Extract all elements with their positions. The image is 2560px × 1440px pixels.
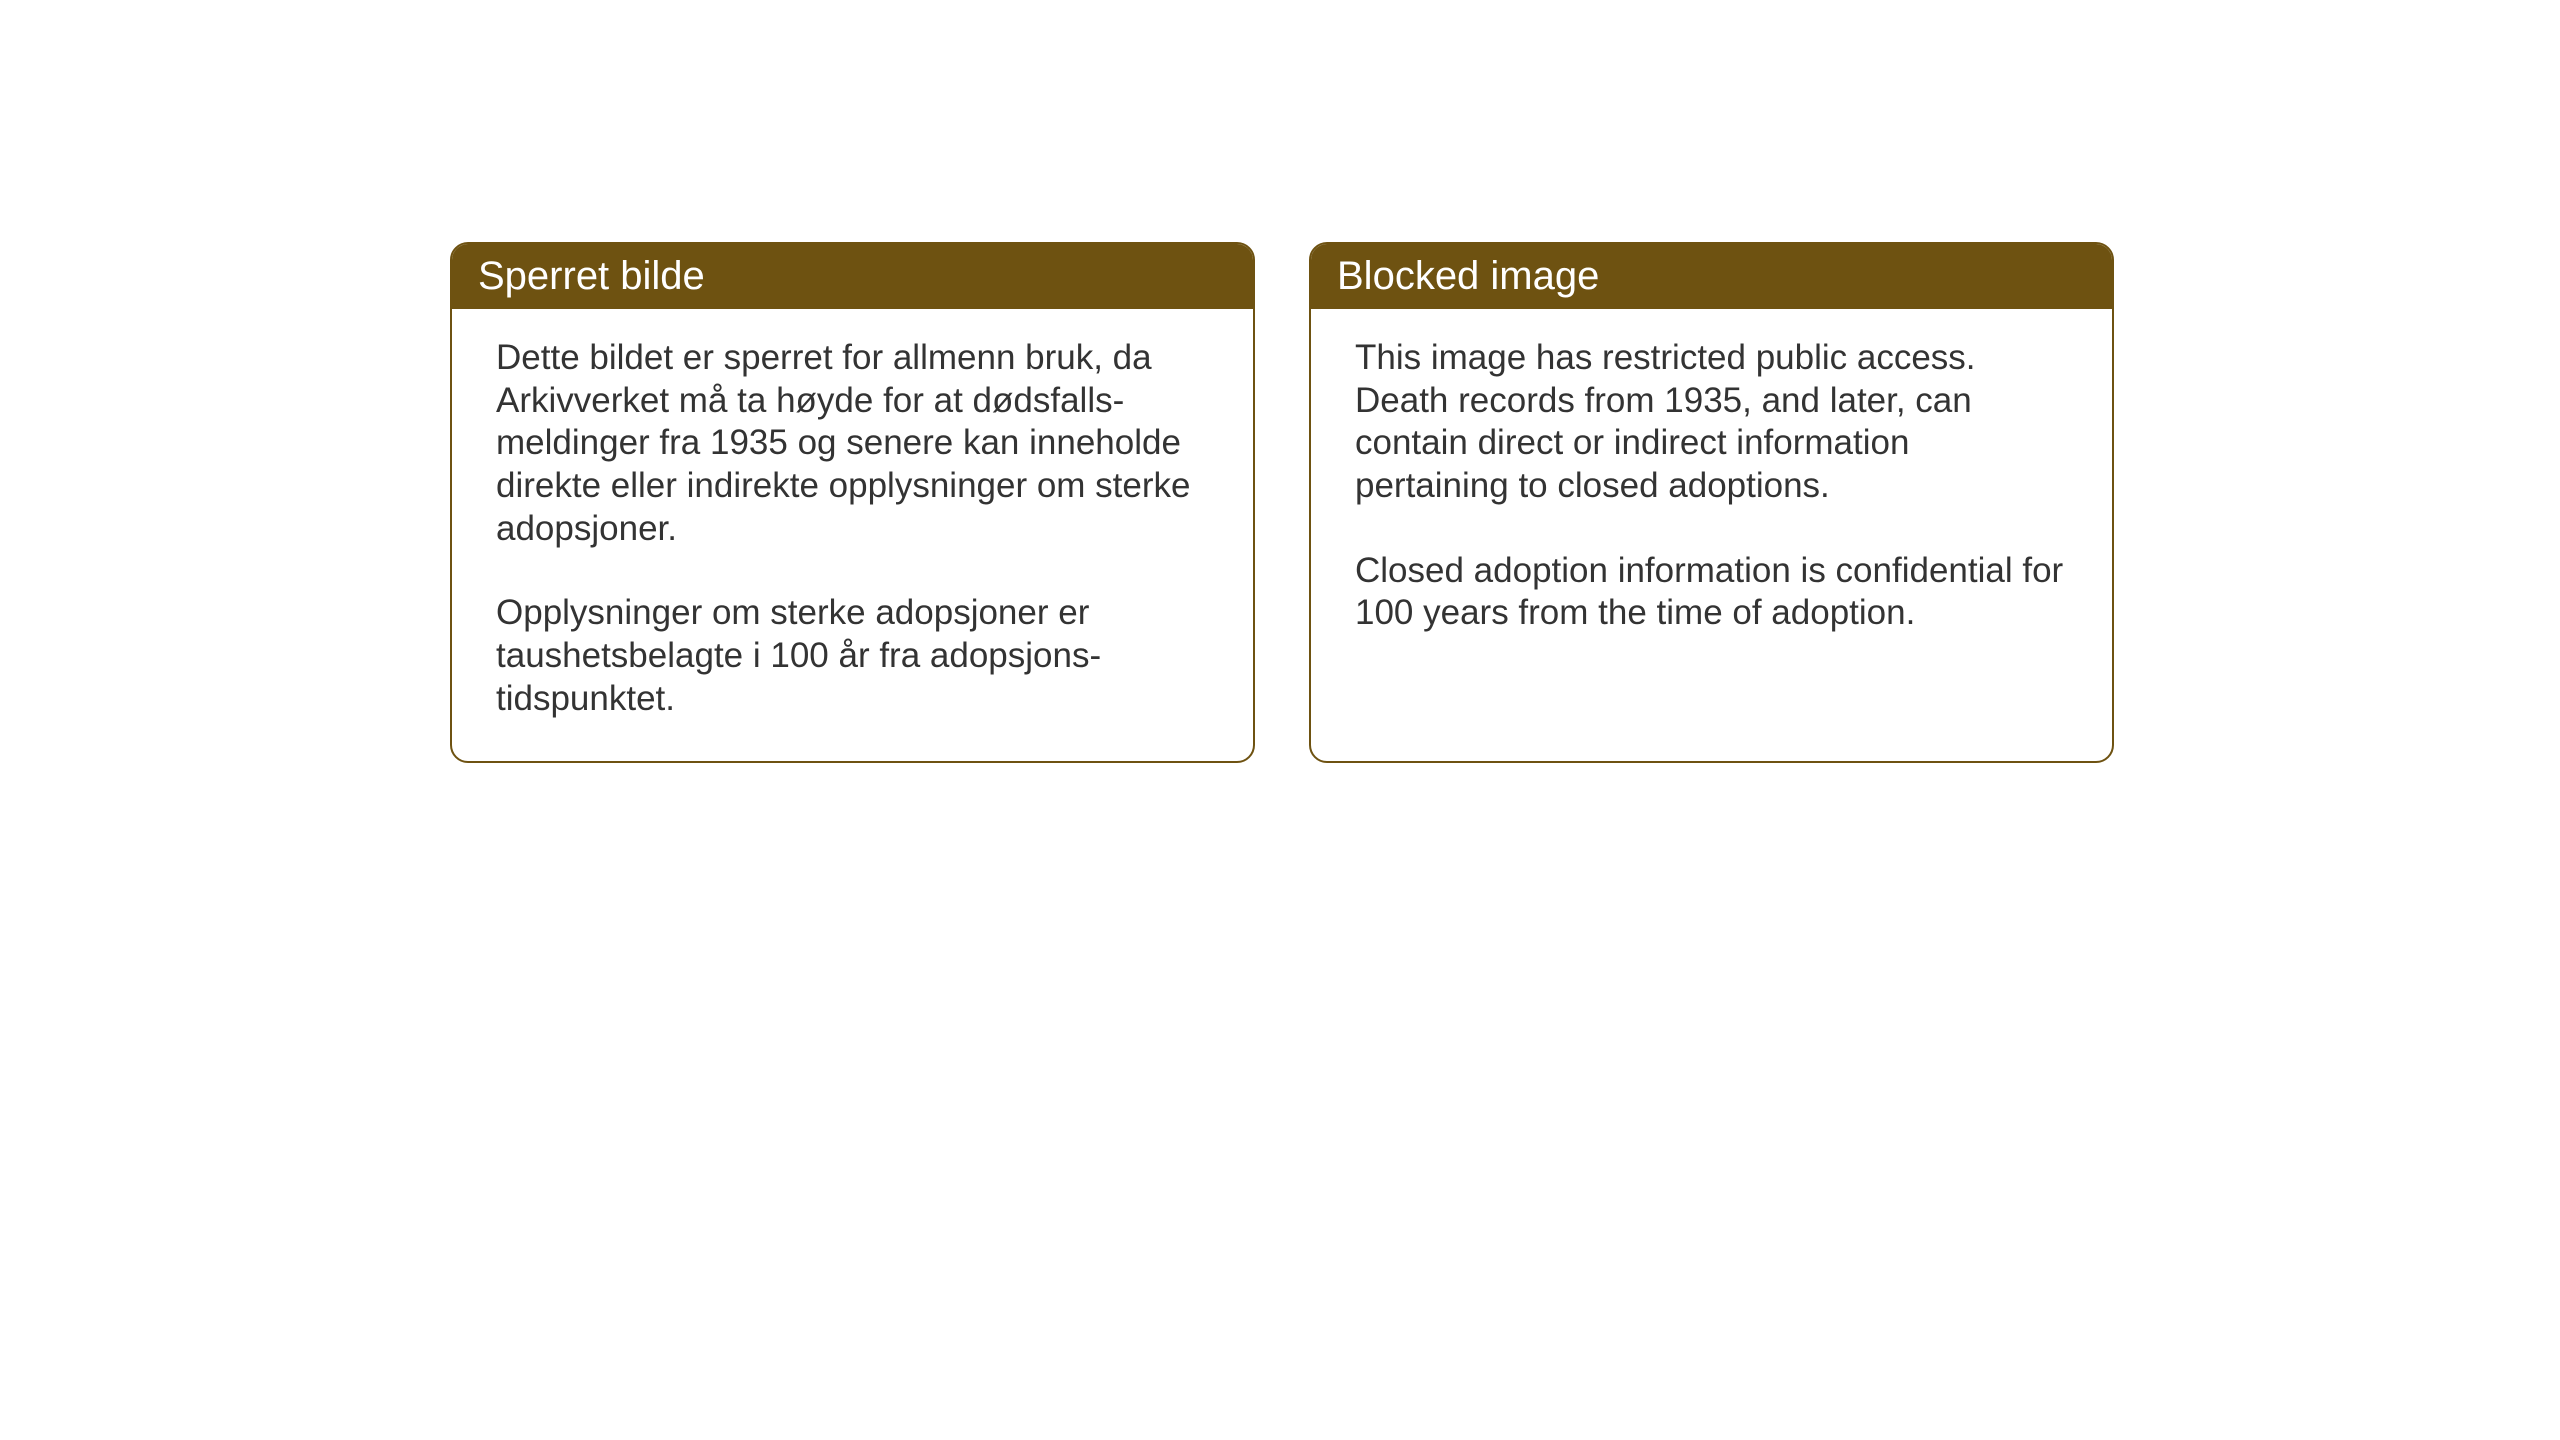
- card-paragraph-english-2: Closed adoption information is confident…: [1355, 550, 2068, 635]
- card-header-norwegian: Sperret bilde: [452, 244, 1253, 309]
- card-title-norwegian: Sperret bilde: [478, 254, 705, 298]
- card-paragraph-norwegian-2: Opplysninger om sterke adopsjoner er tau…: [496, 592, 1209, 720]
- card-body-norwegian: Dette bildet er sperret for allmenn bruk…: [452, 309, 1253, 761]
- card-paragraph-norwegian-1: Dette bildet er sperret for allmenn bruk…: [496, 337, 1209, 550]
- card-english: Blocked image This image has restricted …: [1309, 242, 2114, 763]
- card-title-english: Blocked image: [1337, 254, 1599, 298]
- card-paragraph-english-1: This image has restricted public access.…: [1355, 337, 2068, 508]
- card-body-english: This image has restricted public access.…: [1311, 309, 2112, 675]
- card-norwegian: Sperret bilde Dette bildet er sperret fo…: [450, 242, 1255, 763]
- card-header-english: Blocked image: [1311, 244, 2112, 309]
- cards-container: Sperret bilde Dette bildet er sperret fo…: [450, 242, 2114, 763]
